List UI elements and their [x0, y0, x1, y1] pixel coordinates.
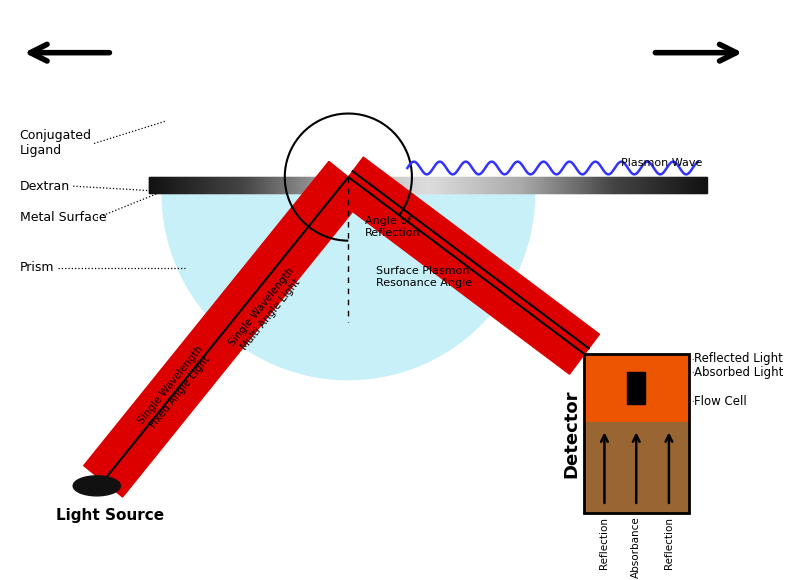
Text: Dextran: Dextran — [19, 180, 69, 193]
Ellipse shape — [73, 476, 120, 496]
Text: Reflected Light: Reflected Light — [694, 352, 784, 365]
Text: Light Source: Light Source — [56, 508, 165, 523]
Text: Prism: Prism — [19, 262, 54, 274]
Polygon shape — [84, 161, 368, 497]
Text: Reflection: Reflection — [664, 517, 674, 569]
Text: Flow Cell: Flow Cell — [694, 395, 747, 408]
Text: Metal Surface: Metal Surface — [19, 212, 107, 224]
Bar — [627, 372, 646, 404]
Text: Surface Plasmon
Resonance Angle: Surface Plasmon Resonance Angle — [375, 266, 472, 288]
Text: Single Wavelength
Multi Angle Light: Single Wavelength Multi Angle Light — [228, 266, 306, 356]
Text: Plasmon Wave: Plasmon Wave — [621, 158, 703, 168]
Bar — [584, 422, 689, 513]
Bar — [584, 354, 689, 422]
Text: Absorbed Light: Absorbed Light — [694, 366, 784, 379]
Text: Reflection: Reflection — [600, 517, 609, 569]
Polygon shape — [162, 194, 534, 379]
Polygon shape — [333, 157, 600, 374]
Text: Detector: Detector — [562, 389, 581, 478]
Text: Conjugated
Ligand: Conjugated Ligand — [19, 129, 92, 158]
Text: Angle of
Reflection: Angle of Reflection — [365, 216, 420, 238]
Text: Single Wavelength
Fixed Angle Light: Single Wavelength Fixed Angle Light — [136, 344, 215, 433]
Text: Absorbance: Absorbance — [631, 517, 642, 578]
Bar — [584, 354, 689, 513]
